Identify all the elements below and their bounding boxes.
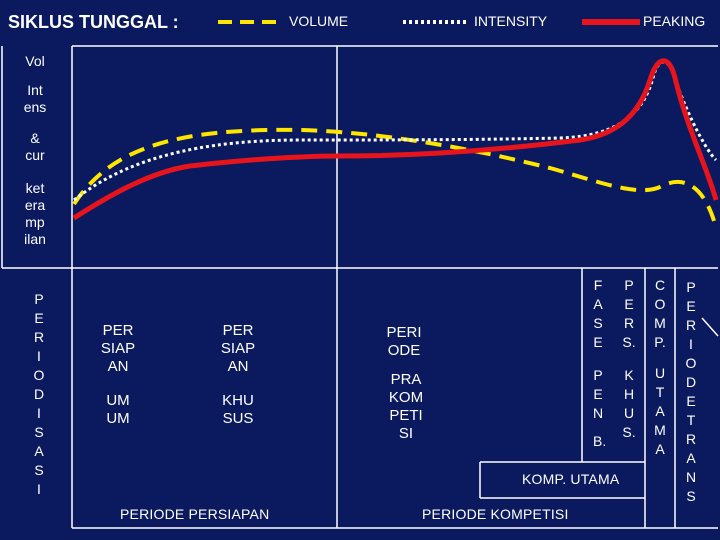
stacked-letter: UM <box>106 410 130 427</box>
stacked-letter: N <box>685 469 697 485</box>
stacked-letter: A <box>34 443 44 459</box>
label-keterampilan: ket era mp ilan <box>24 180 46 247</box>
stacked-letter: SIAP <box>100 340 136 357</box>
stacked-letter: S <box>34 424 44 440</box>
stacked-letter: PERI <box>386 324 422 341</box>
cell-prakompetisi: PRA KOM PETI SI <box>376 371 436 443</box>
stacked-letter: SIAP <box>220 340 256 357</box>
stacked-letter: T <box>686 412 696 428</box>
cell-b: B. <box>593 433 607 449</box>
label-periode-kompetisi: PERIODE KOMPETISI <box>422 506 569 522</box>
stacked-letter: S <box>34 462 44 478</box>
stacked-letter: E <box>34 310 44 326</box>
stacked-letter: A <box>655 441 665 457</box>
stacked-letter: E <box>593 334 603 350</box>
grid-right-tick <box>701 317 719 337</box>
stacked-letter: I <box>37 405 41 421</box>
stacked-letter: N <box>592 405 604 421</box>
stacked-letter: T <box>655 384 665 400</box>
stacked-letter: S. <box>622 424 636 440</box>
page-title: SIKLUS TUNGGAL : <box>8 12 179 32</box>
stacked-letter: O <box>33 367 45 383</box>
stacked-letter: A <box>655 403 665 419</box>
stacked-letter: D <box>33 386 45 402</box>
stacked-letter: D <box>685 374 697 390</box>
stacked-letter: PETI <box>389 407 423 424</box>
stacked-letter: M <box>654 422 666 438</box>
stacked-letter: C <box>654 277 666 293</box>
stacked-letter: PER <box>102 322 134 339</box>
stacked-letter: P. <box>654 334 666 350</box>
cell-khus: K H U S. <box>621 366 637 442</box>
stacked-letter: S <box>686 488 696 504</box>
legend-intensity-label: INTENSITY <box>474 13 548 29</box>
stacked-letter: AN <box>227 358 249 375</box>
stacked-letter: K <box>624 367 634 383</box>
stacked-letter: E <box>686 298 696 314</box>
stacked-letter: R <box>685 317 697 333</box>
stacked-letter: P <box>686 279 696 295</box>
stacked-letter: P <box>34 291 44 307</box>
stacked-letter: E <box>686 393 696 409</box>
cell-persiapan-umum: PER SIAP AN UM UM <box>88 322 148 428</box>
stacked-letter: UM <box>106 392 130 409</box>
intensity-curve <box>73 60 718 202</box>
stacked-letter: I <box>37 481 41 497</box>
stacked-letter: M <box>654 315 666 331</box>
label-komp-utama: KOMP. UTAMA <box>522 471 620 487</box>
stacked-letter: O <box>685 355 697 371</box>
cell-persiapan-khusus: PER SIAP AN KHU SUS <box>208 322 268 428</box>
peaking-curve <box>72 58 719 221</box>
stacked-letter: P <box>593 367 603 383</box>
stacked-letter: SI <box>398 425 414 442</box>
legend-peaking-label: PEAKING <box>643 13 706 29</box>
cell-comp: C O M P. <box>652 276 668 352</box>
stacked-letter: I <box>689 336 693 352</box>
label-intensitas: Int ens <box>23 82 47 115</box>
stacked-letter: E <box>593 386 603 402</box>
stacked-letter: KOM <box>388 389 424 406</box>
stacked-letter: S. <box>622 334 636 350</box>
label-and: & cur <box>25 130 45 163</box>
stacked-letter: SUS <box>222 410 254 427</box>
stacked-letter: O <box>654 296 666 312</box>
legend-volume-label: VOLUME <box>289 13 349 29</box>
stacked-letter: I <box>37 348 41 364</box>
stacked-letter: F <box>593 277 603 293</box>
stacked-letter: P <box>624 277 634 293</box>
stacked-letter: KHU <box>222 392 254 409</box>
stacked-letter: A <box>686 450 696 466</box>
stacked-letter: PRA <box>390 371 422 388</box>
stacked-letter: U <box>623 405 635 421</box>
stacked-letter: R <box>33 329 45 345</box>
stacked-letter: H <box>623 386 635 402</box>
stacked-letter: U <box>654 365 666 381</box>
stacked-letter: A <box>593 296 603 312</box>
stacked-letter: S <box>593 315 603 331</box>
stacked-letter: R <box>623 315 635 331</box>
stacked-letter: PER <box>222 322 254 339</box>
stacked-letter: E <box>624 296 634 312</box>
volume-curve <box>72 127 718 229</box>
stacked-letter: AN <box>107 358 129 375</box>
stacked-letter: R <box>685 431 697 447</box>
cell-periode: PERI ODE <box>372 324 436 360</box>
label-vol: Vol <box>25 53 45 69</box>
cell-pers: P E R S. <box>621 276 637 352</box>
label-periode-persiapan: PERIODE PERSIAPAN <box>120 506 270 522</box>
stacked-letter: ODE <box>387 342 421 359</box>
